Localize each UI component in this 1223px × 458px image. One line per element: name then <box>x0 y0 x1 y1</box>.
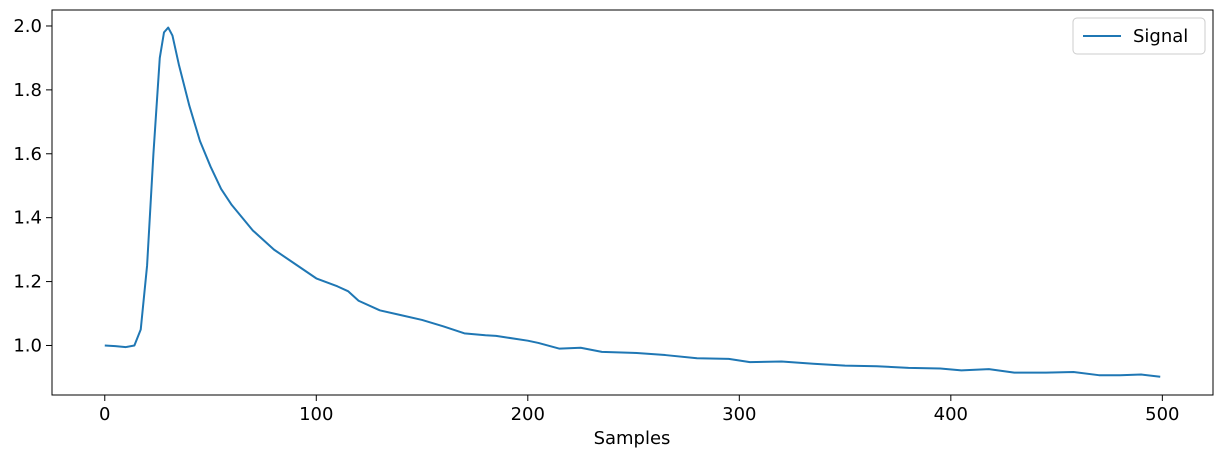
x-tick-label: 300 <box>722 404 756 425</box>
y-tick-label: 1.0 <box>13 335 42 356</box>
y-tick-label: 1.8 <box>13 80 42 101</box>
y-tick-label: 2.0 <box>13 16 42 37</box>
x-tick-label: 0 <box>99 404 110 425</box>
y-tick-label: 1.6 <box>13 144 42 165</box>
plot-frame <box>51 9 1214 396</box>
x-axis-label: Samples <box>594 428 671 449</box>
x-tick-label: 200 <box>511 404 545 425</box>
line-series <box>104 26 1161 378</box>
y-tick-label: 1.4 <box>13 208 42 229</box>
x-tick-label: 500 <box>1145 404 1179 425</box>
x-tick-label: 400 <box>934 404 968 425</box>
legend-box <box>1072 17 1206 55</box>
y-tick-label: 1.2 <box>13 272 42 293</box>
x-tick-label: 100 <box>299 404 333 425</box>
legend-label: Signal <box>1133 26 1188 47</box>
